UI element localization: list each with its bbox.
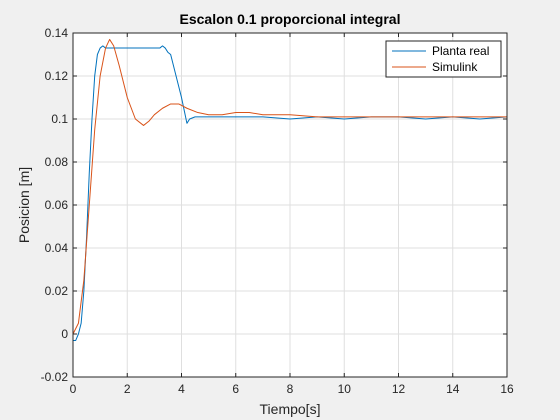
x-tick-label: 2 — [124, 382, 131, 396]
legend-label-simulink: Simulink — [432, 60, 478, 74]
x-tick-label: 8 — [287, 382, 294, 396]
x-tick-label: 6 — [232, 382, 239, 396]
x-tick-label: 14 — [446, 382, 460, 396]
legend: Planta real Simulink — [385, 40, 502, 78]
y-tick-label: 0.14 — [45, 26, 69, 40]
y-tick-label: 0 — [61, 327, 68, 341]
x-tick-label: 12 — [392, 382, 406, 396]
y-axis-label: Posicion [m] — [16, 167, 32, 243]
y-tick-label: 0.08 — [45, 155, 69, 169]
x-tick-label: 10 — [338, 382, 352, 396]
y-tick-label: 0.1 — [51, 112, 68, 126]
ticks: 0 2 4 6 8 10 12 14 16-0.0200.020.040.060.080.10.… — [41, 26, 514, 396]
y-tick-label: 0.02 — [45, 284, 69, 298]
legend-box — [385, 40, 502, 78]
series-line-simulink — [72, 38, 508, 335]
y-tick-label: -0.02 — [41, 370, 69, 384]
y-tick-label: 0.12 — [45, 69, 69, 83]
x-axis-label: Tiempo[s] — [260, 401, 321, 417]
x-tick-label: 16 — [500, 382, 514, 396]
series-line-planta-real — [72, 45, 508, 341]
legend-label-planta-real: Planta real — [432, 44, 489, 58]
chart-title: Escalon 0.1 proporcional integral — [180, 11, 401, 27]
y-tick-label: 0.06 — [45, 198, 69, 212]
plot-lines — [72, 38, 508, 341]
x-tick-label: 4 — [178, 382, 185, 396]
y-tick-label: 0.04 — [45, 241, 69, 255]
x-tick-label: 0 — [70, 382, 77, 396]
